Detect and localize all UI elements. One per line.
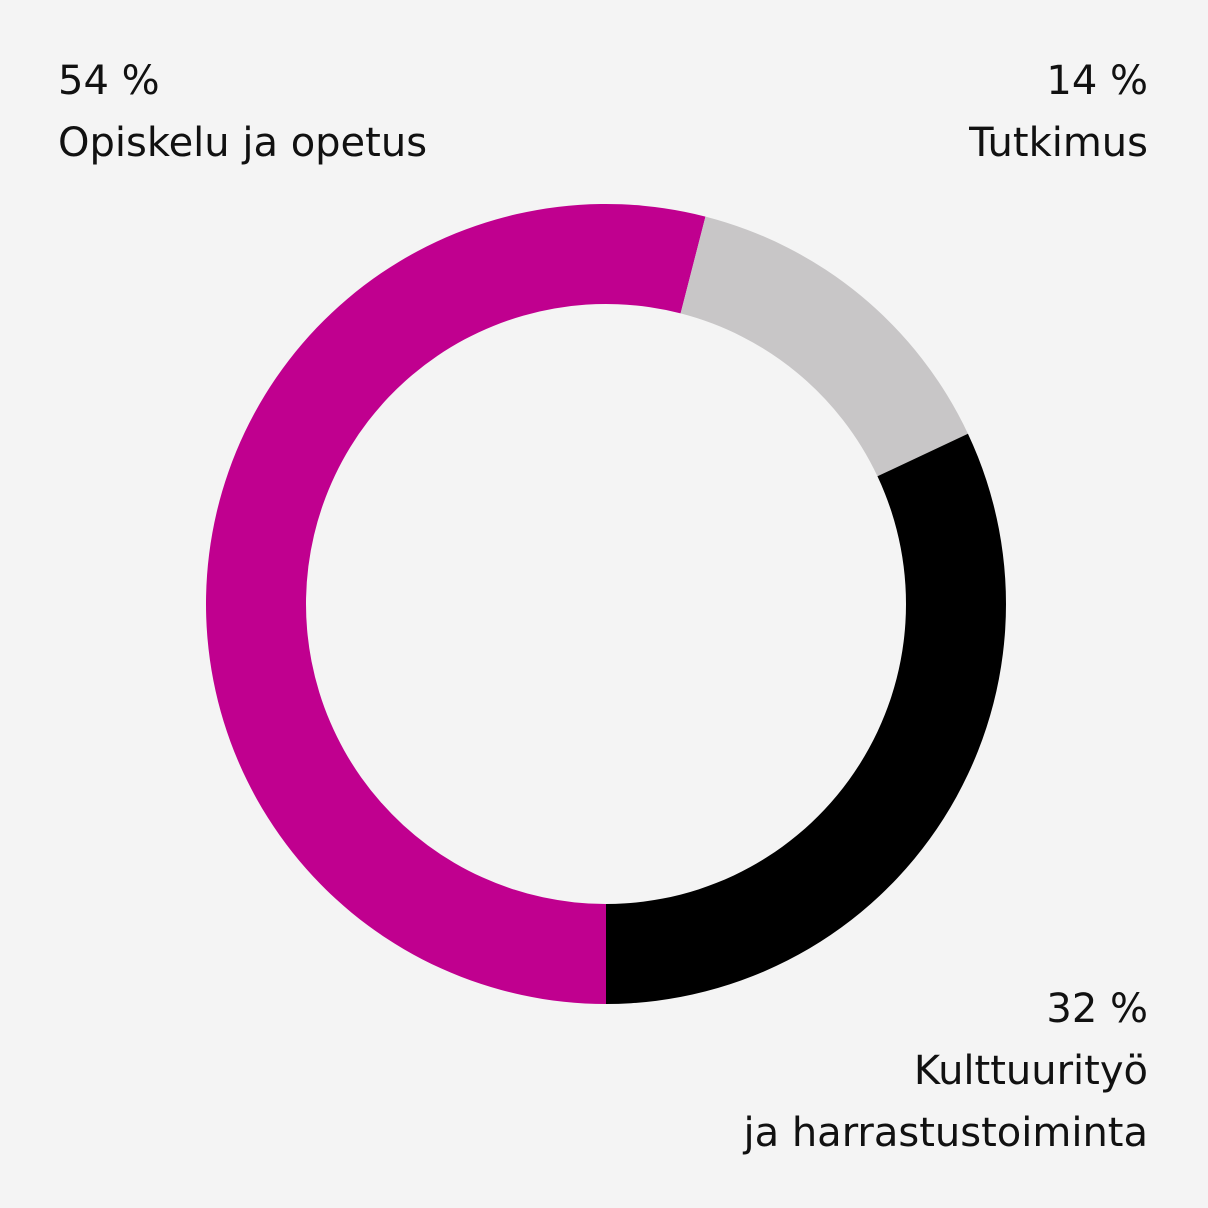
- category-label: Tutkimus: [969, 120, 1148, 166]
- segment-label: 54 % Opiskelu ja opetus: [58, 50, 427, 174]
- donut-segment: [606, 433, 1006, 1004]
- value-label: 54 %: [58, 58, 160, 104]
- value-label: 14 %: [1046, 58, 1148, 104]
- category-label: Kulttuurityö ja harrastustoiminta: [743, 1048, 1148, 1156]
- donut-segment: [680, 216, 968, 477]
- segment-label: 14 % Tutkimus: [969, 50, 1148, 174]
- category-label: Opiskelu ja opetus: [58, 120, 428, 166]
- value-label: 32 %: [1046, 986, 1148, 1032]
- donut-segment: [205, 204, 706, 1004]
- segment-label: 32 % Kulttuurityö ja harrastustoiminta: [743, 978, 1148, 1164]
